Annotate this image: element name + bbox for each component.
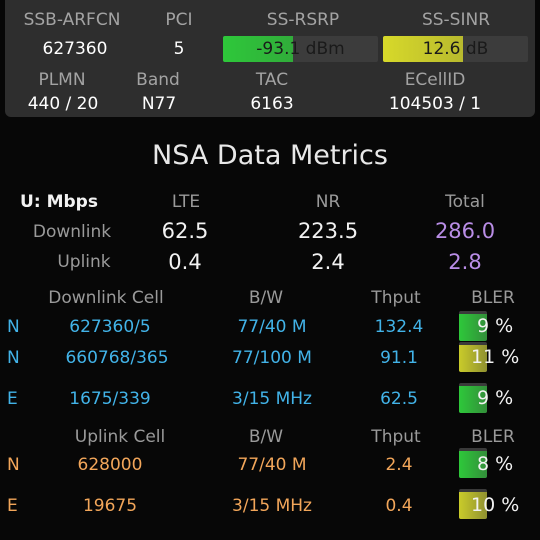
ul-row-0-bler-fill [459,451,487,478]
tac-value: 6163 [250,94,294,114]
dl-header-thput: Thput [371,288,421,308]
col-nr: NR [315,192,341,212]
dl-header-bw: B/W [248,288,284,308]
downlink-lte-value: 62.5 [161,219,209,243]
ul-row-0-cell: 628000 [77,455,143,475]
ul-row-1-bw: 3/15 MHz [232,496,312,516]
rsrp-meter-fill [223,36,293,62]
header-tac: TAC [255,70,289,90]
dl-row-2-bler-fill [459,386,487,413]
ul-row-1-bler: 10 % [471,494,520,516]
ssb-arfcn-value: 627360 [42,39,108,59]
dl-row-2-bler: 9 % [477,387,514,409]
dl-row-1-bler-fill [459,345,487,372]
ul-header-bler: BLER [471,427,515,447]
dl-row-2-thput: 62.5 [380,389,418,409]
dl-row-0-thput: 132.4 [374,317,424,337]
dl-row-1-bler-bar [459,342,487,372]
dl-row-2-cell: 1675/339 [69,389,151,409]
header-ecellid: ECellID [404,70,466,90]
dl-row-2-tech: E [7,389,18,409]
ul-row-1-cell: 19675 [82,496,138,516]
uplink-lte-value: 0.4 [168,250,202,274]
dl-row-1-tech: N [7,348,20,368]
col-lte: LTE [171,192,201,212]
col-total: Total [445,192,485,212]
downlink-total-value: 286.0 [434,219,496,243]
ul-row-1-bler-fill [459,492,487,519]
ul-row-0-bler-bar [459,448,487,478]
dl-row-0-cell: 627360/5 [69,317,151,337]
dl-row-0-tech: N [7,317,20,337]
ul-row-1-tech: E [7,496,18,516]
dl-row-2-bw: 3/15 MHz [232,389,312,409]
unit-label: U: Mbps [20,192,98,212]
header-ss-rsrp: SS-RSRP [266,10,340,30]
ul-row-1-thput: 0.4 [385,496,413,516]
plmn-value: 440 / 20 [27,94,99,114]
dl-row-1-bler: 11 % [471,346,520,368]
sinr-value: 12.6 dB [422,39,489,59]
ecellid-value: 104503 / 1 [388,94,482,114]
ul-row-0-tech: N [7,455,20,475]
dl-header-cell: Downlink Cell [48,288,164,308]
sinr-meter: 12.6 dB [383,36,528,62]
dl-row-1-cell: 660768/365 [65,348,169,368]
downlink-nr-value: 223.5 [297,219,359,243]
uplink-label: Uplink [57,252,111,272]
rsrp-meter: -93.1 dBm [223,36,378,62]
header-ssb-arfcn: SSB-ARFCN [23,10,121,30]
page-title: NSA Data Metrics [152,140,388,171]
dl-row-0-bler: 9 % [477,315,514,337]
header-plmn: PLMN [38,70,86,90]
dl-row-1-thput: 91.1 [380,348,418,368]
ul-header-thput: Thput [371,427,421,447]
ul-row-0-bler: 8 % [477,453,514,475]
dl-row-0-bler-fill [459,314,487,341]
ul-header-cell: Uplink Cell [74,427,166,447]
ul-header-bw: B/W [248,427,284,447]
header-ss-sinr: SS-SINR [421,10,491,30]
sinr-meter-fill [383,36,463,62]
downlink-label: Downlink [32,222,112,242]
band-value: N77 [141,94,177,114]
ul-row-0-thput: 2.4 [385,455,413,475]
dl-row-0-bler-bar [459,311,487,341]
ul-row-0-bw: 77/40 M [237,455,307,475]
header-band: Band [136,70,180,90]
dl-row-2-bler-bar [459,383,487,413]
pci-value: 5 [173,39,185,59]
uplink-nr-value: 2.4 [311,250,345,274]
dl-row-1-bw: 77/100 M [232,348,312,368]
dl-header-bler: BLER [471,288,515,308]
header-pci: PCI [165,10,193,30]
dl-row-0-bw: 77/40 M [237,317,307,337]
ul-row-1-bler-bar [459,489,487,519]
uplink-total-value: 2.8 [448,250,482,274]
rsrp-value: -93.1 dBm [256,39,345,59]
